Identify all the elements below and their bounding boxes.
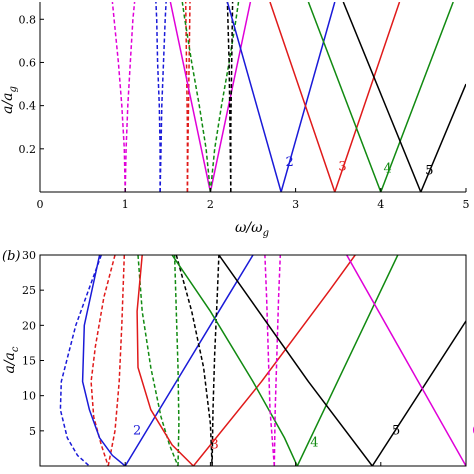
panel-a-x-tick-label: 1 bbox=[122, 198, 129, 211]
panel-b-curves bbox=[59, 255, 466, 466]
panel-a-curve-labels: 2 3 4 5 bbox=[285, 155, 433, 179]
panel-b-y-tick-label: 30 bbox=[22, 249, 36, 262]
panel-a-curve-label-2: 2 bbox=[285, 155, 293, 170]
panel-a-series-line-7 bbox=[209, 2, 252, 192]
panel-a-series-line-0 bbox=[111, 2, 126, 192]
panel-b-curve-label-3: 3 bbox=[211, 437, 219, 452]
panel-a-series-line-9 bbox=[209, 2, 240, 192]
panel-a-y-tick-label: 0.8 bbox=[19, 13, 37, 26]
panel-a-series-line-13 bbox=[280, 2, 336, 192]
panel-b-series-line-2 bbox=[107, 255, 126, 466]
panel-b-series-line-12 bbox=[296, 255, 399, 466]
panel-a-series-line-14 bbox=[269, 2, 336, 192]
panel-b-series-line-10 bbox=[211, 255, 220, 466]
panel-b-series-line-11 bbox=[171, 255, 298, 466]
panel-a-series-line-8 bbox=[181, 2, 212, 192]
panel-a-y-tick-label: 0.2 bbox=[19, 143, 37, 156]
panel-a-series-line-5 bbox=[186, 2, 191, 192]
panel-a-x-axis-label: ω/ωg bbox=[235, 220, 269, 239]
panel-a-series-line-6 bbox=[169, 2, 212, 192]
panel-a-series-line-16 bbox=[307, 2, 382, 192]
panel-b-y-tick-label: 10 bbox=[22, 390, 36, 403]
panel-b-series-line-15 bbox=[218, 255, 373, 466]
panel-b-series-line-8 bbox=[192, 255, 356, 466]
panel-b-series-line-3 bbox=[81, 255, 126, 466]
panel-a-x-tick-label: 0 bbox=[37, 198, 44, 211]
panel-b-y-tick-label: 20 bbox=[22, 319, 36, 332]
panel-a-y-tick-label: 0.4 bbox=[19, 100, 37, 113]
panel-a-curve-label-5: 5 bbox=[425, 164, 433, 179]
panel-b-series-line-16 bbox=[371, 319, 466, 466]
panel-a-chart: 0 1 2 3 4 5 0.2 0.4 0.6 0.8 2 3 4 5 ω/ωg a/ag bbox=[0, 2, 470, 239]
panel-b-curve-labels: 2 3 4 5 6 bbox=[133, 423, 474, 452]
panel-a-x-tick-label: 5 bbox=[463, 198, 470, 211]
panel-a-series-line-11 bbox=[226, 2, 232, 192]
panel-a-series-line-18 bbox=[342, 2, 422, 192]
panel-b-chart: 5 10 15 20 25 30 2 3 4 5 6 (b) a/ac bbox=[2, 249, 474, 467]
panel-a-series-line-4 bbox=[184, 2, 189, 192]
panel-a-curves bbox=[111, 2, 466, 192]
panel-a-x-tick-label: 4 bbox=[377, 198, 384, 211]
panel-b-series-line-7 bbox=[136, 255, 194, 466]
panel-a-x-tick-label: 2 bbox=[207, 198, 214, 211]
panel-a-y-tick-label: 0.6 bbox=[19, 56, 37, 69]
panel-b-series-line-14 bbox=[273, 255, 282, 466]
panel-a-x-tick-label: 3 bbox=[292, 198, 299, 211]
panel-b-y-tick-label: 5 bbox=[29, 425, 36, 438]
panel-a-series-line-2 bbox=[155, 2, 161, 192]
panel-a-series-line-1 bbox=[124, 2, 136, 192]
panel-b-curve-label-2: 2 bbox=[133, 423, 141, 438]
panel-b-series-line-17 bbox=[346, 255, 466, 466]
panel-b-curve-label-4: 4 bbox=[310, 435, 318, 450]
panel-b-series-line-1 bbox=[90, 255, 116, 466]
panel-a-series-line-15 bbox=[334, 2, 401, 192]
panel-b-series-line-0 bbox=[59, 255, 103, 466]
panel-a-series-line-17 bbox=[380, 2, 454, 192]
panel-b-curve-label-6: 6 bbox=[472, 423, 474, 438]
panel-b-series-line-4 bbox=[124, 255, 254, 466]
panel-a-series-line-10 bbox=[230, 2, 234, 192]
panel-b-y-tick-label: 15 bbox=[22, 355, 36, 368]
panel-b-y-tick-label: 25 bbox=[22, 284, 36, 297]
panel-a-series-line-12 bbox=[226, 2, 282, 192]
panel-b-y-axis-label: a/ac bbox=[2, 346, 21, 373]
panel-a-curve-label-4: 4 bbox=[383, 162, 391, 177]
panel-b-label: (b) bbox=[2, 249, 20, 264]
panel-a-y-axis-label: a/ag bbox=[0, 86, 19, 114]
panel-b-series-line-6 bbox=[173, 255, 180, 466]
panel-b-curve-label-5: 5 bbox=[392, 423, 400, 438]
panel-b-series-line-13 bbox=[264, 255, 276, 466]
panel-b-series-line-5 bbox=[137, 255, 179, 466]
panel-b-frame bbox=[39, 254, 467, 467]
panel-a-ticks: 0 1 2 3 4 5 0.2 0.4 0.6 0.8 bbox=[19, 13, 470, 211]
panel-a-series-line-3 bbox=[159, 2, 167, 192]
panel-a-curve-label-3: 3 bbox=[338, 159, 346, 174]
panel-a-series-line-19 bbox=[420, 83, 466, 192]
